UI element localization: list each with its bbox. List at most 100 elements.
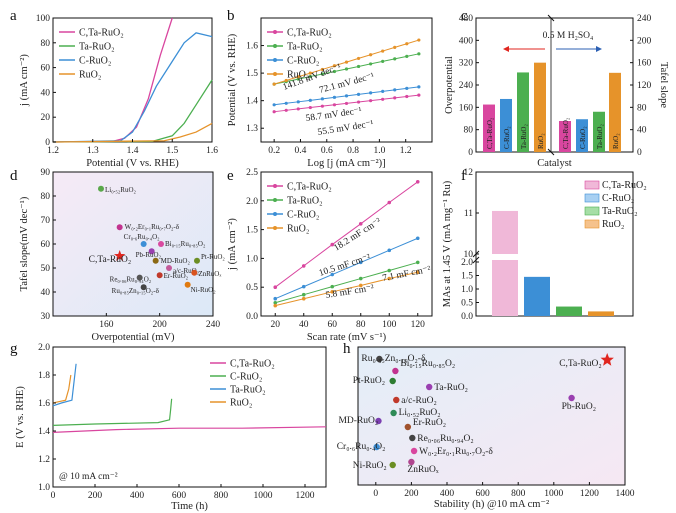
data-point: [356, 100, 361, 104]
y-tick-label: 1.3: [246, 124, 258, 134]
y-tick-label-right: 80: [637, 103, 647, 113]
point-label: a/c-RuO₂: [401, 396, 437, 406]
data-point: [301, 284, 306, 289]
y-tick-label: 20: [41, 113, 51, 123]
capacitance-label: 7.1 mF cm⁻²: [382, 265, 432, 284]
mass-activity-bar: [588, 311, 614, 316]
data-point: [356, 92, 361, 96]
y-tick-label: 1.4: [38, 427, 50, 437]
x-tick-label: 1.2: [400, 146, 412, 156]
point-label: Re₀.₀₆Ru₀.₉₄O₂: [417, 434, 473, 444]
y-tick-label: 60: [41, 240, 51, 250]
legend-marker: [273, 72, 277, 76]
tafel-bar: [609, 72, 621, 152]
overpotential-bar: [500, 98, 512, 152]
data-point: [273, 300, 278, 305]
x-tick-label: 20: [271, 320, 281, 330]
point-label: Ni-RuO₂: [191, 286, 217, 294]
point-label: ZnRuOₓ: [407, 465, 439, 475]
data-point: [358, 222, 363, 226]
x-tick-label: 1.3: [87, 146, 99, 156]
point-label: Li₀.₅₂RuO₂: [399, 408, 441, 418]
point-label: C,Ta-RuO₂: [559, 359, 602, 369]
y-tick-label: 60: [41, 64, 51, 74]
data-point: [330, 290, 335, 294]
y-tick-label: 10: [464, 250, 474, 260]
x-tick-label: 1200: [580, 489, 599, 499]
y-tick-label: 12: [464, 168, 474, 178]
bar-label: RuO₂: [612, 133, 620, 149]
data-point: [393, 396, 400, 404]
data-point: [376, 355, 383, 363]
data-point: [393, 45, 397, 49]
y-tick-label: 1.8: [38, 371, 50, 381]
legend-entry: Ta-RuO₂: [602, 206, 638, 217]
series-line-2: [52, 363, 77, 407]
y-tick-label-right: 240: [637, 14, 652, 24]
x-axis-label: Stability (h) @10 mA cm⁻²: [434, 499, 549, 510]
bar-label: C,Ta-RuO₂: [486, 117, 494, 149]
data-point: [273, 303, 278, 308]
x-tick-label: 800: [511, 489, 526, 499]
x-tick-label: 0.4: [295, 146, 307, 156]
mass-activity-bar: [524, 276, 550, 316]
data-point: [409, 434, 416, 442]
bar-label: C-RuO₂: [503, 126, 511, 149]
data-point: [308, 105, 312, 110]
y-tick-label: 1.5: [246, 226, 258, 236]
data-point: [417, 38, 421, 42]
series-line-3: [52, 374, 72, 404]
x-tick-label: 0.6: [321, 146, 333, 156]
x-tick-label: 1200: [296, 491, 315, 501]
data-point: [184, 281, 191, 288]
point-label: Re₀.₀₆Ru₀.₉₄O₂: [110, 276, 152, 284]
x-tick-label: 1000: [254, 491, 273, 501]
data-point: [389, 461, 396, 469]
y-tick-label: 80: [41, 39, 51, 49]
y-tick-label: 30: [41, 312, 51, 322]
y-tick-label: 0.5: [246, 283, 258, 293]
panel-f-plot: [475, 171, 634, 317]
data-point: [272, 103, 276, 107]
legend-entry: C,Ta-RuO₂: [287, 28, 332, 39]
data-point: [296, 100, 300, 104]
data-point: [356, 56, 361, 61]
legend-entry: C,Ta-RuO₂: [230, 359, 275, 370]
point-label: Ru₀.₈₅Zn₀.₁₅O₂-δ: [361, 354, 426, 364]
y-tick-label-right: 120: [637, 81, 652, 91]
data-point: [375, 417, 382, 425]
series-line-3: [275, 271, 418, 307]
panel-label-f: f: [461, 168, 466, 184]
legend-marker: [273, 30, 277, 34]
data-point: [116, 224, 123, 231]
legend-swatch: [584, 206, 600, 216]
series-line-1: [52, 398, 173, 426]
y-tick-label-right: 40: [637, 126, 647, 136]
data-point: [98, 185, 104, 192]
y-axis-label: E (V vs. RHE): [15, 386, 26, 448]
electrolyte-label: 0.5 M H₂SO₄: [543, 31, 594, 41]
data-point: [417, 52, 421, 56]
x-tick-label: 0: [51, 491, 56, 501]
point-label: ZnRuOₓ: [198, 270, 222, 278]
y-tick-label: 50: [41, 264, 51, 274]
data-point: [296, 107, 300, 111]
data-point: [390, 409, 397, 417]
x-tick-label: 100: [382, 320, 397, 330]
bar-label: Ta-RuO₂: [520, 124, 528, 149]
legend-entry: C-RuO₂: [287, 210, 319, 221]
y-axis-label: j (mA cm⁻²): [19, 54, 30, 107]
point-label: Bi₀.₁₅Ru₀.₈₅O₂: [165, 240, 206, 248]
legend-swatch: [584, 180, 600, 190]
point-label: Cr₀.₆Ru₀.₄O₂: [337, 442, 386, 452]
y-tick-label: 1.2: [38, 455, 50, 465]
data-point: [156, 272, 163, 279]
legend-entry: C-RuO₂: [287, 56, 319, 67]
y-tick-label: 0: [45, 138, 50, 148]
point-label: Bi₀.₁₅Ru₀.₈₅O₂: [400, 359, 455, 369]
x-tick-label: 0.2: [268, 146, 280, 156]
y-tick-label: 2.0: [461, 258, 473, 268]
mass-activity-bar: [492, 210, 518, 316]
overpotential-bar: [483, 104, 495, 152]
legend-marker: [273, 184, 277, 188]
